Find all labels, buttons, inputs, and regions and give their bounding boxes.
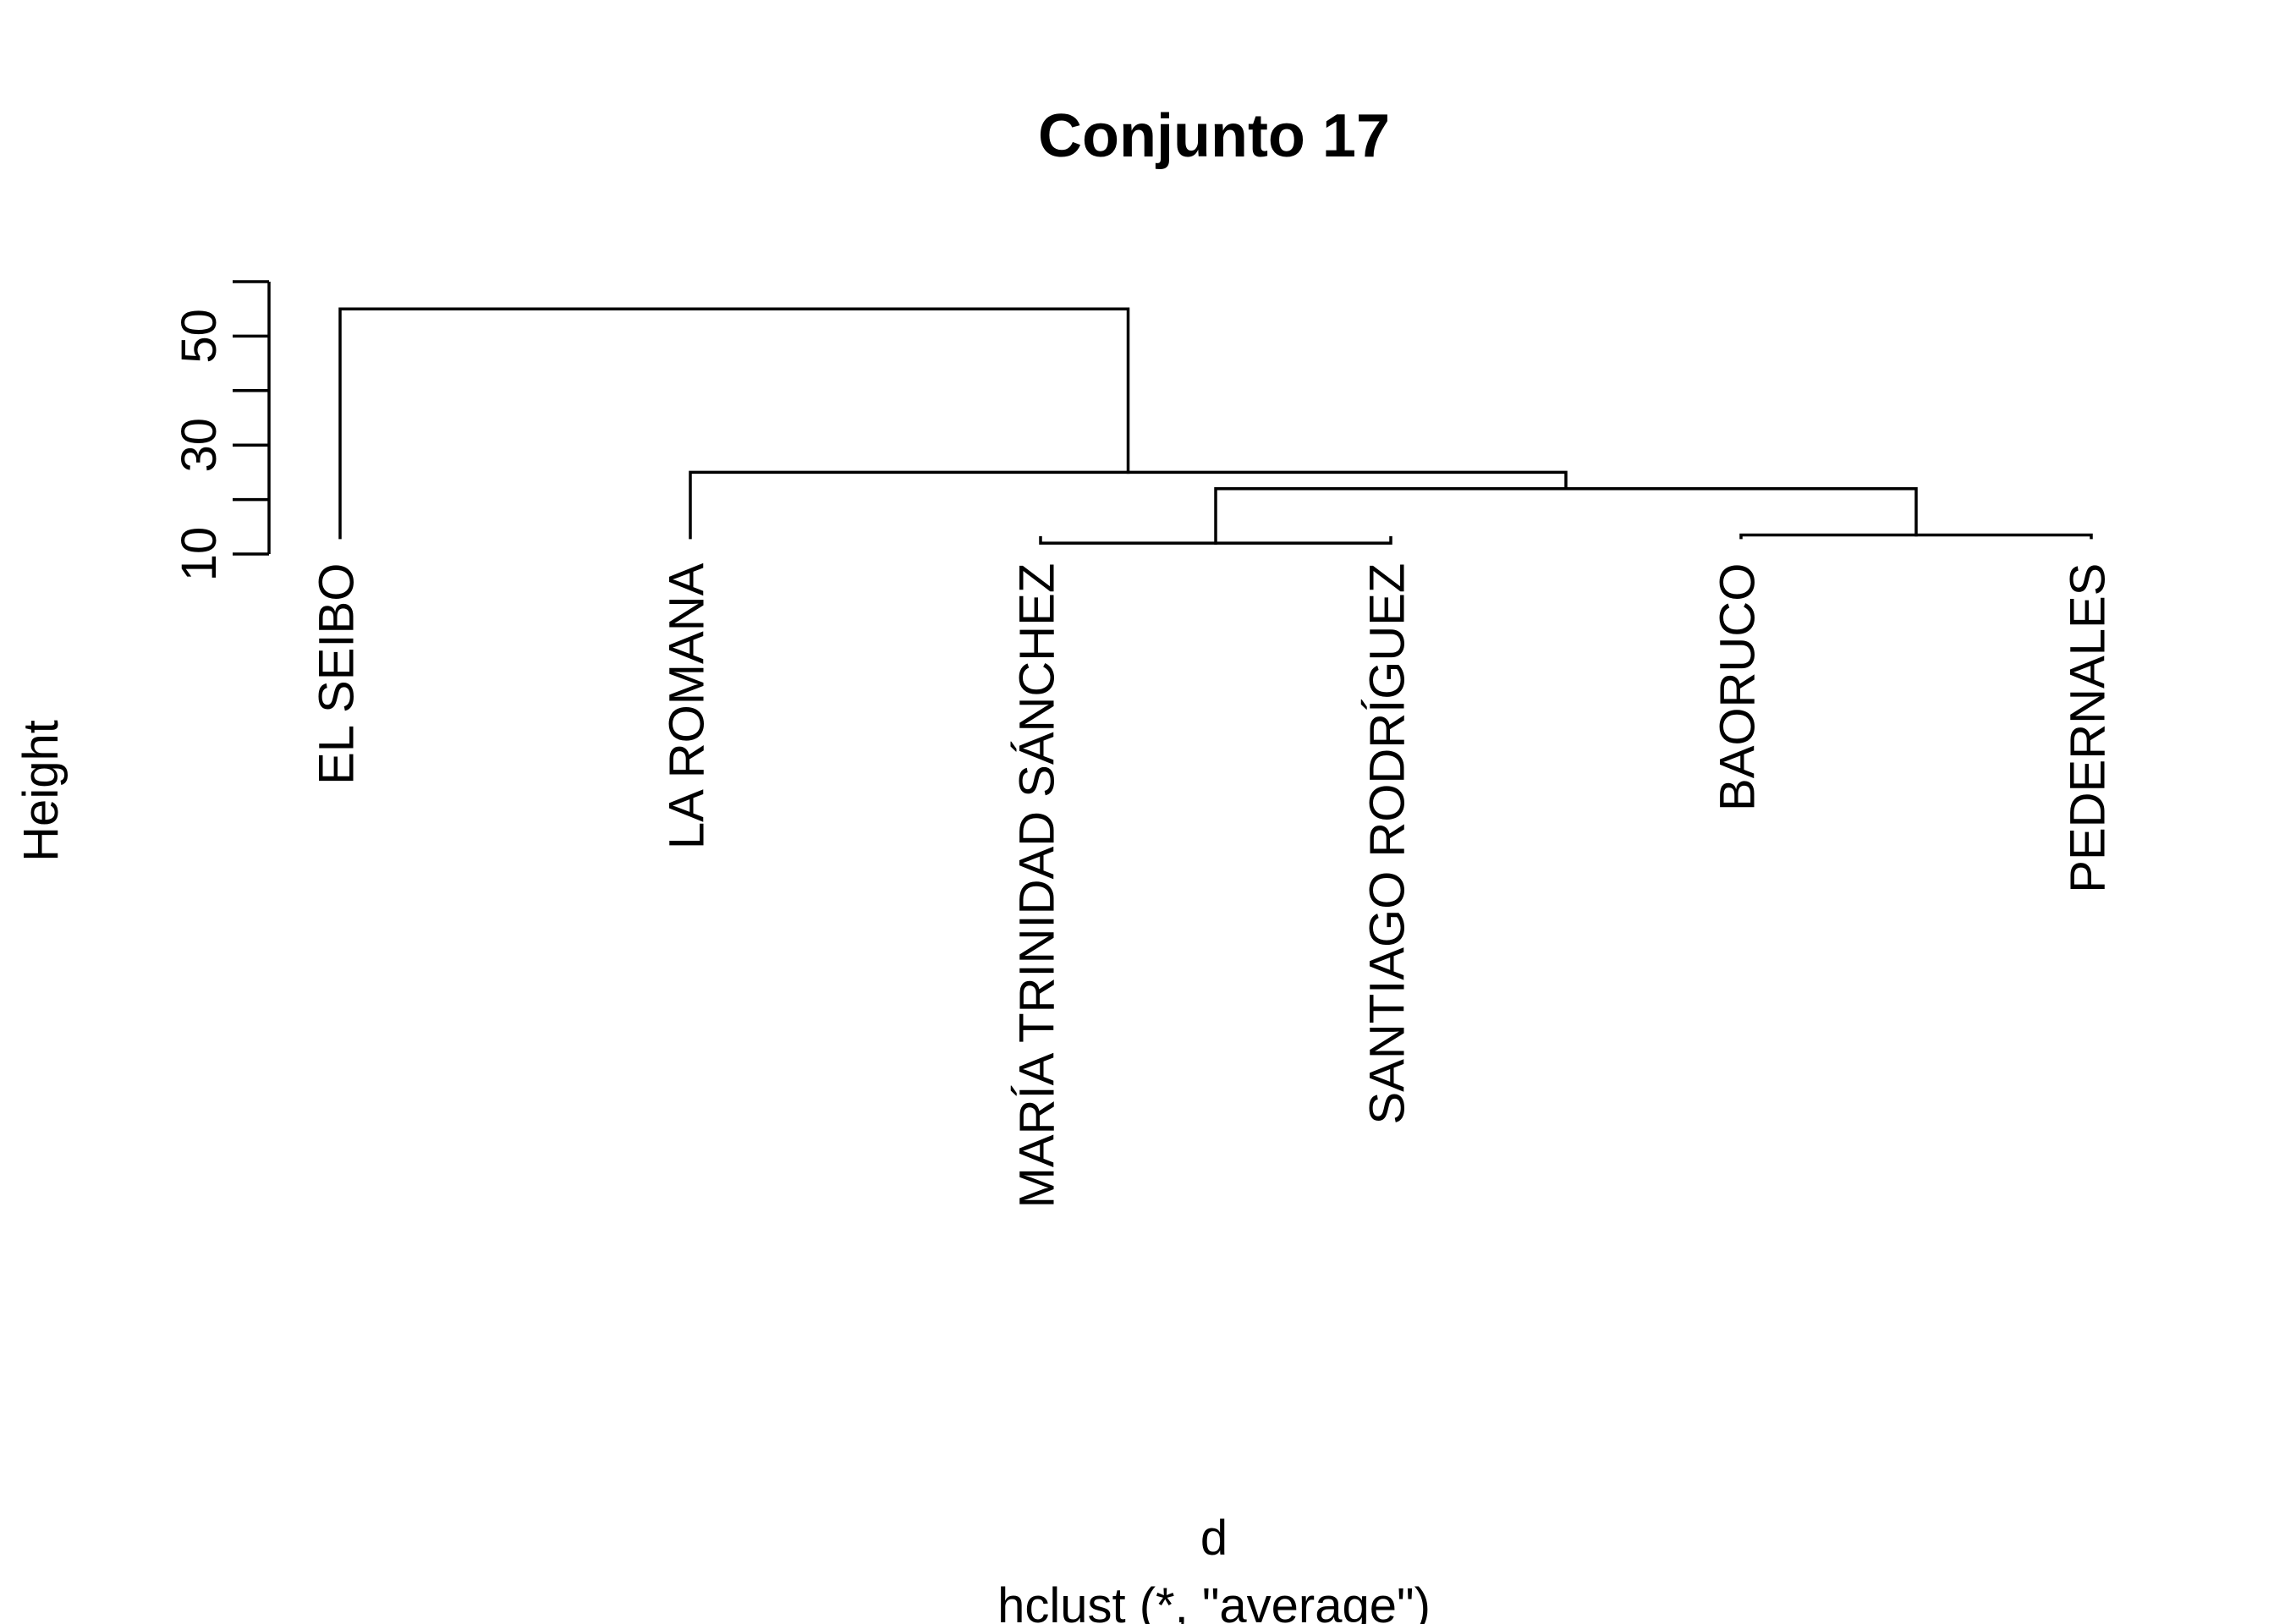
y-axis-label: Height bbox=[14, 720, 69, 862]
y-axis: 10 30 50 bbox=[172, 280, 271, 582]
y-tick-label: 50 bbox=[172, 309, 227, 364]
leaf-label: LA ROMANA bbox=[659, 562, 714, 849]
leaf-labels: EL SEIBO LA ROMANA MARÍA TRINIDAD SÁNCHEZ S… bbox=[309, 562, 2115, 1208]
leaf-label: BAORUCO bbox=[1710, 563, 1765, 811]
method-subtitle: hclust (*, "average") bbox=[997, 1578, 1431, 1624]
leaf-label: MARÍA TRINIDAD SÁNCHEZ bbox=[1009, 563, 1064, 1209]
chart-title: Conjunto 17 bbox=[1038, 102, 1390, 170]
y-tick-label: 30 bbox=[172, 418, 227, 473]
leaf-label: SANTIAGO RODRÍGUEZ bbox=[1359, 563, 1414, 1125]
merge-link bbox=[689, 470, 1568, 540]
merge-link bbox=[338, 307, 1130, 540]
leaf-label: PEDERNALES bbox=[2060, 563, 2115, 893]
x-axis-label: d bbox=[1200, 1511, 1228, 1566]
y-tick-label: 10 bbox=[172, 527, 227, 582]
leaf-label: EL SEIBO bbox=[309, 563, 364, 785]
dendrogram-tree bbox=[338, 307, 2093, 545]
